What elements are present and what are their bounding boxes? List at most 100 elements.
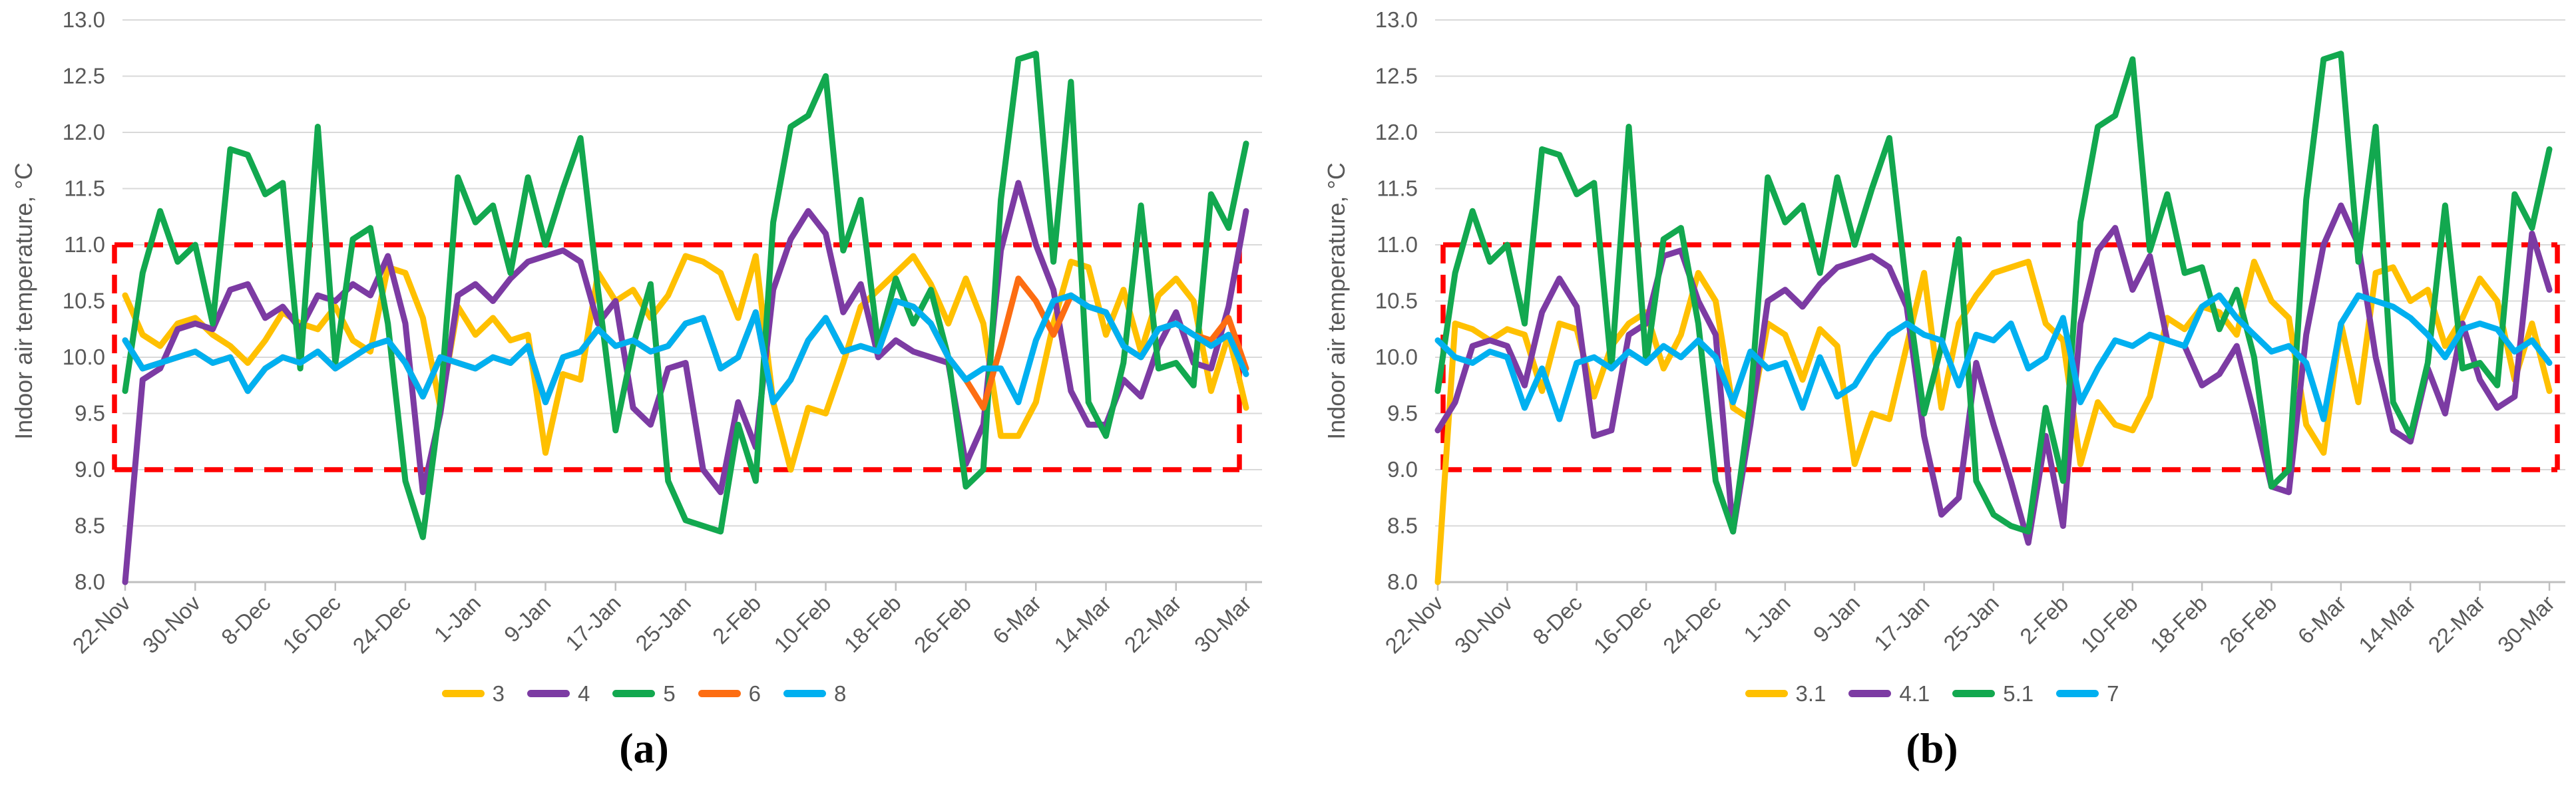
legend-label: 3 <box>492 681 505 706</box>
y-tick-label: 11.0 <box>64 232 105 257</box>
y-tick-label: 13.0 <box>1375 7 1418 32</box>
x-tick-label-group: 8-Dec <box>216 591 275 649</box>
x-tick-label-group: 14-Mar <box>1049 591 1116 657</box>
series-line-3.1 <box>1434 258 2553 585</box>
x-tick-label: 22-Nov <box>68 590 136 658</box>
legend-label: 4.1 <box>1899 681 1930 706</box>
x-tick-label-group: 30-Mar <box>2493 591 2559 657</box>
panel-a-legend: 3 4 5 6 8 <box>0 683 1288 705</box>
series-line-5.1 <box>1434 51 2553 535</box>
legend-swatch-icon <box>783 690 827 697</box>
x-tick-label: 22-Mar <box>1120 591 1186 657</box>
legend-swatch-icon <box>2056 690 2099 697</box>
x-tick-label-group: 17-Jan <box>1869 591 1934 656</box>
y-tick-label: 10.5 <box>63 289 105 313</box>
x-tick-label-group: 22-Nov <box>1381 590 1448 658</box>
x-tick-label-group: 8-Dec <box>1528 591 1586 649</box>
x-tick-label-group: 14-Mar <box>2354 591 2420 657</box>
x-tick-label: 24-Dec <box>348 591 415 658</box>
x-tick-label: 30-Nov <box>1450 590 1518 658</box>
legend-label: 7 <box>2107 681 2119 706</box>
y-tick-label: 9.5 <box>1387 401 1418 426</box>
x-tick-label-group: 17-Jan <box>560 591 626 656</box>
y-tick-label: 11.0 <box>1377 232 1418 257</box>
x-tick-label: 1-Jan <box>1739 591 1795 647</box>
x-tick-label: 9-Jan <box>1809 591 1865 647</box>
x-tick-label: 26-Feb <box>909 591 976 657</box>
x-tick-label-group: 9-Jan <box>1809 591 1865 647</box>
legend-label: 5.1 <box>2003 681 2034 706</box>
y-tick-label: 10.5 <box>1375 289 1418 313</box>
x-tick-label-group: 30-Nov <box>1450 590 1518 658</box>
x-tick-label: 25-Jan <box>630 591 696 656</box>
series-line-4.1 <box>1434 202 2553 546</box>
x-tick-label: 18-Feb <box>2145 591 2212 657</box>
legend-item-4: 4 <box>527 683 590 705</box>
x-tick-label: 25-Jan <box>1938 591 2004 656</box>
legend-label: 8 <box>834 681 847 706</box>
x-tick-label-group: 1-Jan <box>429 591 486 647</box>
legend-item-3: 3 <box>441 681 505 706</box>
legend-item-5: 5 <box>612 681 676 706</box>
x-tick-label-group: 16-Dec <box>1589 591 1656 658</box>
x-tick-label: 8-Dec <box>216 591 275 649</box>
x-tick-label-group: 22-Mar <box>2423 591 2489 657</box>
x-tick-label: 2-Feb <box>2015 591 2073 649</box>
x-tick-label-group: 25-Jan <box>1938 591 2004 656</box>
panel-b: 13.0 12.5 12.0 11.5 11.0 10.5 10.0 9.5 9.0 8.5 8.0… <box>1288 0 2576 789</box>
legend-item-3.1: 3.1 <box>1745 683 1826 705</box>
y-tick-label: 9.0 <box>75 457 105 482</box>
x-tick-label-group: 6-Mar <box>988 591 1046 649</box>
x-tick-label-group: 2-Feb <box>2015 591 2073 649</box>
legend-label: 6 <box>748 681 761 706</box>
x-tick-label-group: 22-Mar <box>1120 591 1186 657</box>
x-tick-label-group: 30-Nov <box>138 590 206 658</box>
y-tick-label: 10.0 <box>63 345 105 369</box>
x-tick-label: 24-Dec <box>1658 591 1725 658</box>
x-tick-label: 26-Feb <box>2215 591 2281 657</box>
x-tick-label-group: 1-Jan <box>1739 591 1795 647</box>
y-tick-label: 8.0 <box>75 569 105 594</box>
x-tick-label: 6-Mar <box>988 591 1046 649</box>
x-tick-label-group: 26-Feb <box>909 591 976 657</box>
legend-label: 3.1 <box>1795 681 1826 706</box>
series-line-3 <box>122 253 1249 473</box>
legend-swatch-icon <box>1745 690 1788 697</box>
legend-label: 5 <box>663 681 676 706</box>
x-tick-label: 9-Jan <box>499 591 556 647</box>
panel-b-caption: (b) <box>1906 724 1958 772</box>
legend-item-7: 7 <box>2056 683 2119 705</box>
x-tick-label: 1-Jan <box>429 591 486 647</box>
legend-item-6: 6 <box>698 683 761 705</box>
y-tick-label: 11.5 <box>1377 176 1418 201</box>
y-tick-label: 8.0 <box>1387 569 1418 594</box>
y-tick-label: 12.0 <box>1375 120 1418 144</box>
x-tick-label: 14-Mar <box>1049 591 1116 657</box>
x-tick-label-group: 22-Nov <box>68 590 136 658</box>
x-tick-label: 8-Dec <box>1528 591 1586 649</box>
x-tick-label-group: 2-Feb <box>708 591 765 649</box>
x-tick-label: 16-Dec <box>278 591 345 658</box>
x-tick-label: 17-Jan <box>560 591 626 656</box>
y-tick-label: 11.5 <box>64 176 105 201</box>
legend-item-5.1: 5.1 <box>1952 683 2034 705</box>
panel-b-legend: 3.1 4.1 5.1 7 <box>1288 683 2576 705</box>
x-tick-label: 10-Feb <box>2076 591 2143 657</box>
legend-item-4.1: 4.1 <box>1848 683 1930 705</box>
y-tick-label: 9.0 <box>1387 457 1418 482</box>
panel-b-chart: 13.0 12.5 12.0 11.5 11.0 10.5 10.0 9.5 9.0 8.5 8.0… <box>1323 7 2565 658</box>
series-line-5 <box>122 51 1249 540</box>
legend-swatch-icon <box>612 690 656 697</box>
x-tick-label: 22-Nov <box>1381 590 1448 658</box>
x-tick-label-group: 10-Feb <box>2076 591 2143 657</box>
x-tick-label: 30-Mar <box>2493 591 2559 657</box>
y-tick-label: 9.5 <box>75 401 105 426</box>
x-tick-label: 10-Feb <box>769 591 835 657</box>
legend-swatch-icon <box>1848 690 1892 697</box>
x-tick-label-group: 6-Mar <box>2293 591 2351 649</box>
legend-item-8: 8 <box>783 683 846 705</box>
x-tick-label-group: 25-Jan <box>630 591 696 656</box>
x-tick-label-group: 30-Mar <box>1189 591 1256 657</box>
x-tick-label: 30-Mar <box>1189 591 1256 657</box>
